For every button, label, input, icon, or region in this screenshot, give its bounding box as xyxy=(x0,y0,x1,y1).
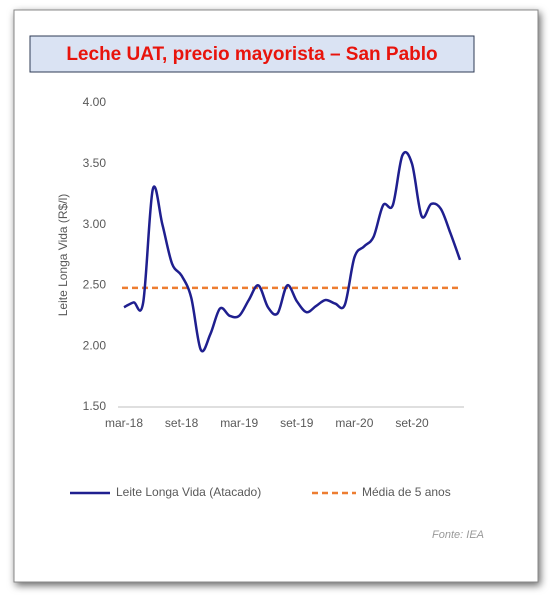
x-tick-label: mar-19 xyxy=(220,416,258,430)
y-axis-label: Leite Longa Vida (R$/l) xyxy=(56,194,70,317)
y-tick-label: 1.50 xyxy=(83,399,107,413)
x-tick-label: set-20 xyxy=(395,416,429,430)
y-tick-label: 4.00 xyxy=(83,95,107,109)
legend-label: Média de 5 anos xyxy=(362,485,451,499)
x-tick-label: set-18 xyxy=(165,416,199,430)
y-tick-label: 3.00 xyxy=(83,217,107,231)
chart-title: Leche UAT, precio mayorista – San Pablo xyxy=(66,44,437,65)
y-tick-label: 2.00 xyxy=(83,338,107,352)
y-tick-label: 3.50 xyxy=(83,156,107,170)
x-tick-label: set-19 xyxy=(280,416,314,430)
line-series xyxy=(123,151,462,353)
source: Fonte: IEA xyxy=(432,529,484,541)
legend-label: Leite Longa Vida (Atacado) xyxy=(116,485,261,499)
y-tick-label: 2.50 xyxy=(83,278,107,292)
x-tick-label: mar-20 xyxy=(335,416,373,430)
title-box xyxy=(29,35,475,73)
card xyxy=(13,9,539,583)
x-tick-label: mar-18 xyxy=(105,416,143,430)
